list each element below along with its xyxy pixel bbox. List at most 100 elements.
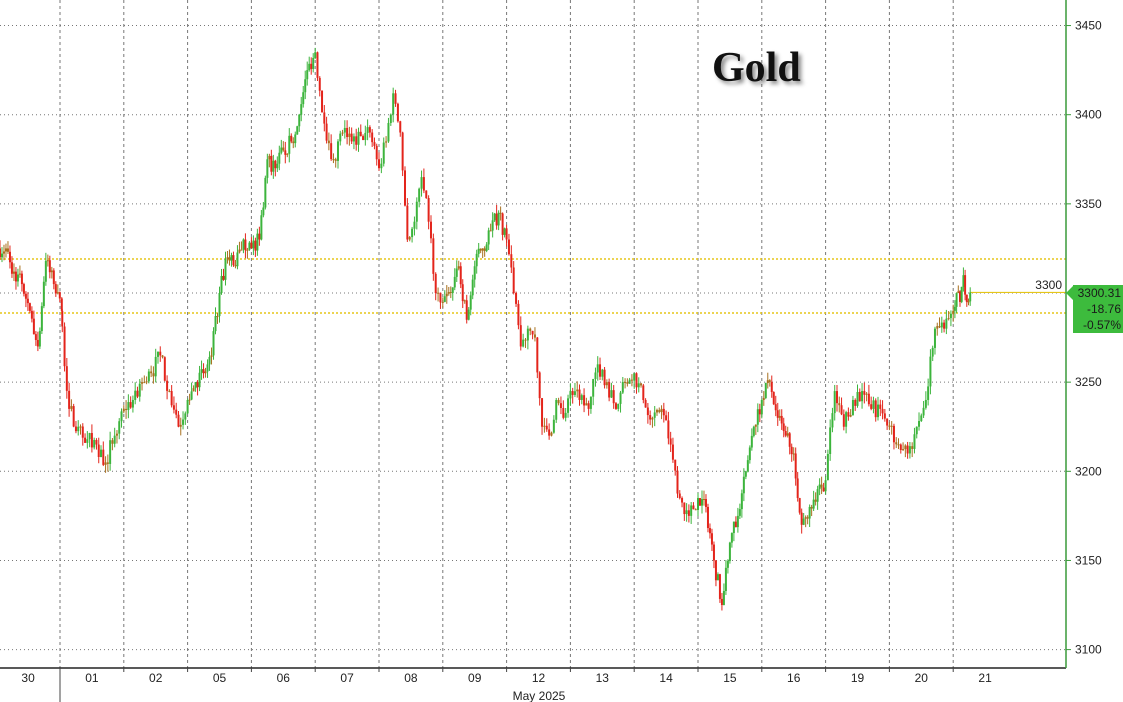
candle-body xyxy=(334,159,337,161)
candle-body xyxy=(451,287,454,293)
candle-body xyxy=(738,509,741,516)
candle-body xyxy=(911,446,914,449)
candle-body xyxy=(831,413,834,428)
candle-body xyxy=(580,395,583,400)
x-tick-label: 12 xyxy=(532,671,546,685)
candle-body xyxy=(505,228,508,240)
candle-body xyxy=(413,221,416,229)
candle-body xyxy=(330,143,333,160)
candle-body xyxy=(378,159,380,169)
candle-body xyxy=(541,398,544,427)
candle-body xyxy=(872,400,875,409)
candle-body xyxy=(308,63,311,71)
candle-body xyxy=(359,131,362,137)
candle-body xyxy=(385,141,388,143)
candle-body xyxy=(943,322,946,329)
candle-body xyxy=(562,408,565,418)
candle-body xyxy=(196,382,199,388)
x-tick-label: 16 xyxy=(787,671,801,685)
candle-body xyxy=(429,221,432,239)
candle-body xyxy=(760,399,763,415)
candle-body xyxy=(262,207,265,216)
candle-body xyxy=(812,499,815,509)
candle-body xyxy=(228,257,231,261)
candle-body xyxy=(810,506,813,509)
candle-body xyxy=(788,433,791,447)
candle-body xyxy=(724,567,727,592)
candle-body xyxy=(786,433,789,436)
candle-body xyxy=(170,391,173,406)
candle-body xyxy=(959,291,961,302)
y-tick-label: 3400 xyxy=(1075,108,1102,122)
candle-body xyxy=(471,279,474,296)
candle-body xyxy=(406,205,409,240)
last-change: -18.76 xyxy=(1086,302,1121,316)
candle-body xyxy=(576,389,579,392)
candle-body xyxy=(744,471,747,477)
candle-body xyxy=(640,383,643,386)
candle-body xyxy=(461,284,464,302)
candle-body xyxy=(822,487,825,492)
candle-body xyxy=(314,52,317,58)
candle-body xyxy=(495,213,498,226)
candle-body xyxy=(226,257,229,259)
candle-body xyxy=(543,425,546,427)
candle-body xyxy=(154,356,157,377)
candle-body xyxy=(479,248,482,251)
candle-body xyxy=(507,239,510,255)
candle-body xyxy=(355,136,358,145)
x-tick-label: 01 xyxy=(85,671,99,685)
candle-body xyxy=(415,201,418,222)
candle-body xyxy=(904,445,907,450)
candle-body xyxy=(425,190,428,198)
candle-body xyxy=(52,270,55,285)
candle-body xyxy=(346,127,349,138)
candle-body xyxy=(804,517,807,519)
candle-body xyxy=(662,408,665,416)
candle-body xyxy=(569,391,572,399)
candle-body xyxy=(467,309,470,320)
candle-body xyxy=(380,163,383,169)
candle-body xyxy=(748,447,751,461)
candle-body xyxy=(366,127,369,133)
candle-body xyxy=(519,325,522,347)
candle-body xyxy=(26,298,29,304)
candle-body xyxy=(216,316,219,318)
candle-body xyxy=(653,412,656,418)
candle-body xyxy=(501,213,504,235)
candle-body xyxy=(796,478,799,499)
candle-body xyxy=(947,318,950,320)
candle-body xyxy=(722,591,725,606)
candle-body xyxy=(8,251,11,263)
candle-body xyxy=(764,383,767,398)
candle-body xyxy=(879,404,882,409)
candle-body xyxy=(186,399,189,414)
candle-body xyxy=(619,392,622,404)
candle-body xyxy=(957,291,960,293)
candle-body xyxy=(918,421,921,427)
candle-body xyxy=(487,230,490,245)
candle-body xyxy=(302,92,305,105)
candle-body xyxy=(770,382,773,393)
candle-body xyxy=(84,437,87,443)
candle-body xyxy=(441,301,444,303)
candle-body xyxy=(286,153,289,155)
candle-body xyxy=(578,389,581,400)
x-tick-label: 06 xyxy=(277,671,291,685)
candle-body xyxy=(955,293,958,307)
candle-body xyxy=(536,337,539,373)
candle-body xyxy=(867,393,870,405)
candle-body xyxy=(603,369,606,386)
candle-body xyxy=(820,484,823,488)
candle-body xyxy=(242,239,245,250)
candle-body xyxy=(726,561,729,568)
candle-body xyxy=(248,242,251,250)
candle-body xyxy=(754,424,757,427)
candle-body xyxy=(949,313,952,319)
candle-body xyxy=(708,528,711,534)
candle-body xyxy=(95,440,98,445)
y-tick-label: 3200 xyxy=(1075,464,1102,478)
candle-body xyxy=(399,121,402,133)
candle-body xyxy=(792,453,795,455)
candle-body xyxy=(589,396,592,409)
